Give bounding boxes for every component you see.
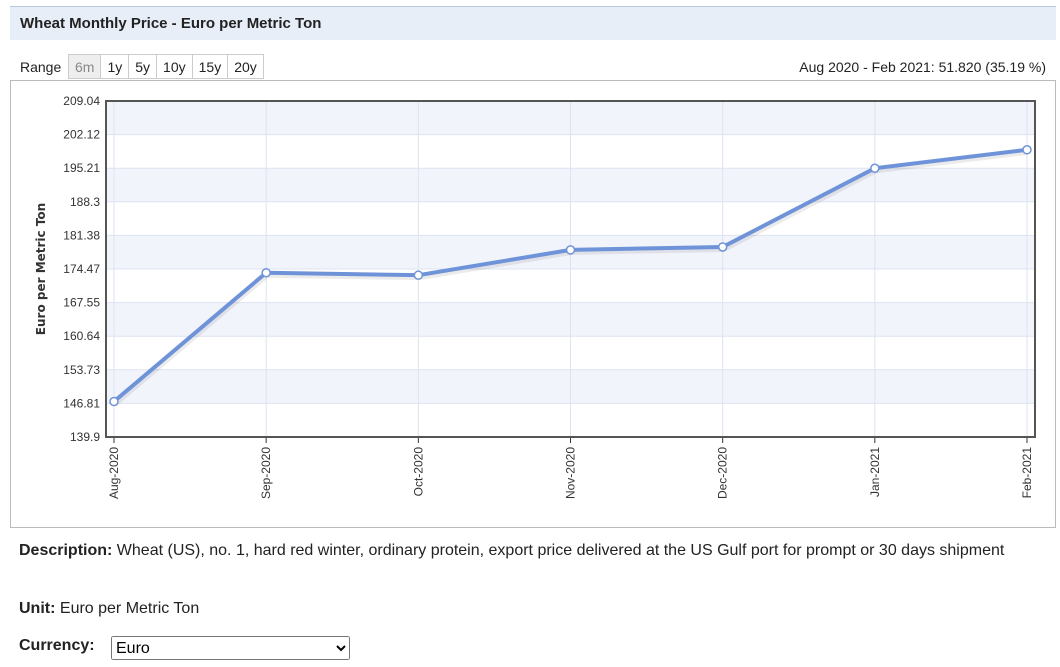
data-point [1022,145,1032,155]
y-tick-label: 160.64 [63,329,100,343]
range-button-5y[interactable]: 5y [129,55,158,78]
range-button-10y[interactable]: 10y [157,55,193,78]
price-change-summary: Aug 2020 - Feb 2021: 51.820 (35.19 %) [799,59,1046,75]
y-tick-label: 153.73 [63,363,100,377]
y-tick-label: 188.3 [70,195,100,209]
range-button-group: 6m 1y 5y 10y 15y 20y [68,54,264,79]
line-chart: 139.9 146.81 153.73 160.64 167.55 174.47 181.3… [34,94,1036,499]
y-tick-label: 195.21 [63,161,100,175]
range-button-1y[interactable]: 1y [101,55,130,78]
range-button-20y[interactable]: 20y [228,55,263,78]
chart-frame: 139.9 146.81 153.73 160.64 167.55 174.47 181.3… [10,80,1056,528]
currency-row: Currency: Euro [19,636,350,660]
data-point [565,245,576,255]
currency-select[interactable]: Euro [111,636,350,660]
x-tick-label: Feb-2021 [1020,447,1034,499]
y-tick-label: 202.12 [63,128,100,142]
unit: Unit: Euro per Metric Ton [19,600,199,618]
description-label: Description: [19,542,113,559]
y-tick-label: 146.81 [63,396,100,410]
chart-title-bar: Wheat Monthly Price - Euro per Metric To… [10,6,1056,40]
y-tick-label: 139.9 [70,430,100,444]
plot-border [105,100,1036,438]
y-tick-label: 167.55 [63,296,100,310]
y-tick-label: 209.04 [63,94,100,108]
x-tick-label: Sep-2020 [259,447,273,499]
data-point [109,396,119,407]
unit-label: Unit: [19,600,56,617]
x-tick-label: Jan-2021 [868,447,882,497]
range-label: Range [20,59,62,75]
range-button-15y[interactable]: 15y [192,55,229,78]
currency-label: Currency: [19,637,95,654]
description-text: Wheat (US), no. 1, hard red winter, ordi… [116,542,1005,559]
data-point [717,242,728,252]
description: Description: Wheat (US), no. 1, hard red… [19,538,1039,563]
unit-text: Euro per Metric Ton [59,600,200,617]
x-tick-label: Aug-2020 [107,447,121,499]
data-point [261,267,271,278]
range-button-6m[interactable]: 6m [69,55,102,78]
x-tick-label: Oct-2020 [411,447,425,497]
y-axis-title: Euro per Metric Ton [34,203,48,335]
data-point [413,270,424,280]
chart-title: Wheat Monthly Price - Euro per Metric To… [20,15,322,32]
x-tick-label: Nov-2020 [564,447,578,499]
y-tick-label: 181.38 [63,228,100,242]
data-point [870,163,880,174]
x-tick-label: Dec-2020 [716,447,730,499]
y-tick-label: 174.47 [63,262,100,276]
